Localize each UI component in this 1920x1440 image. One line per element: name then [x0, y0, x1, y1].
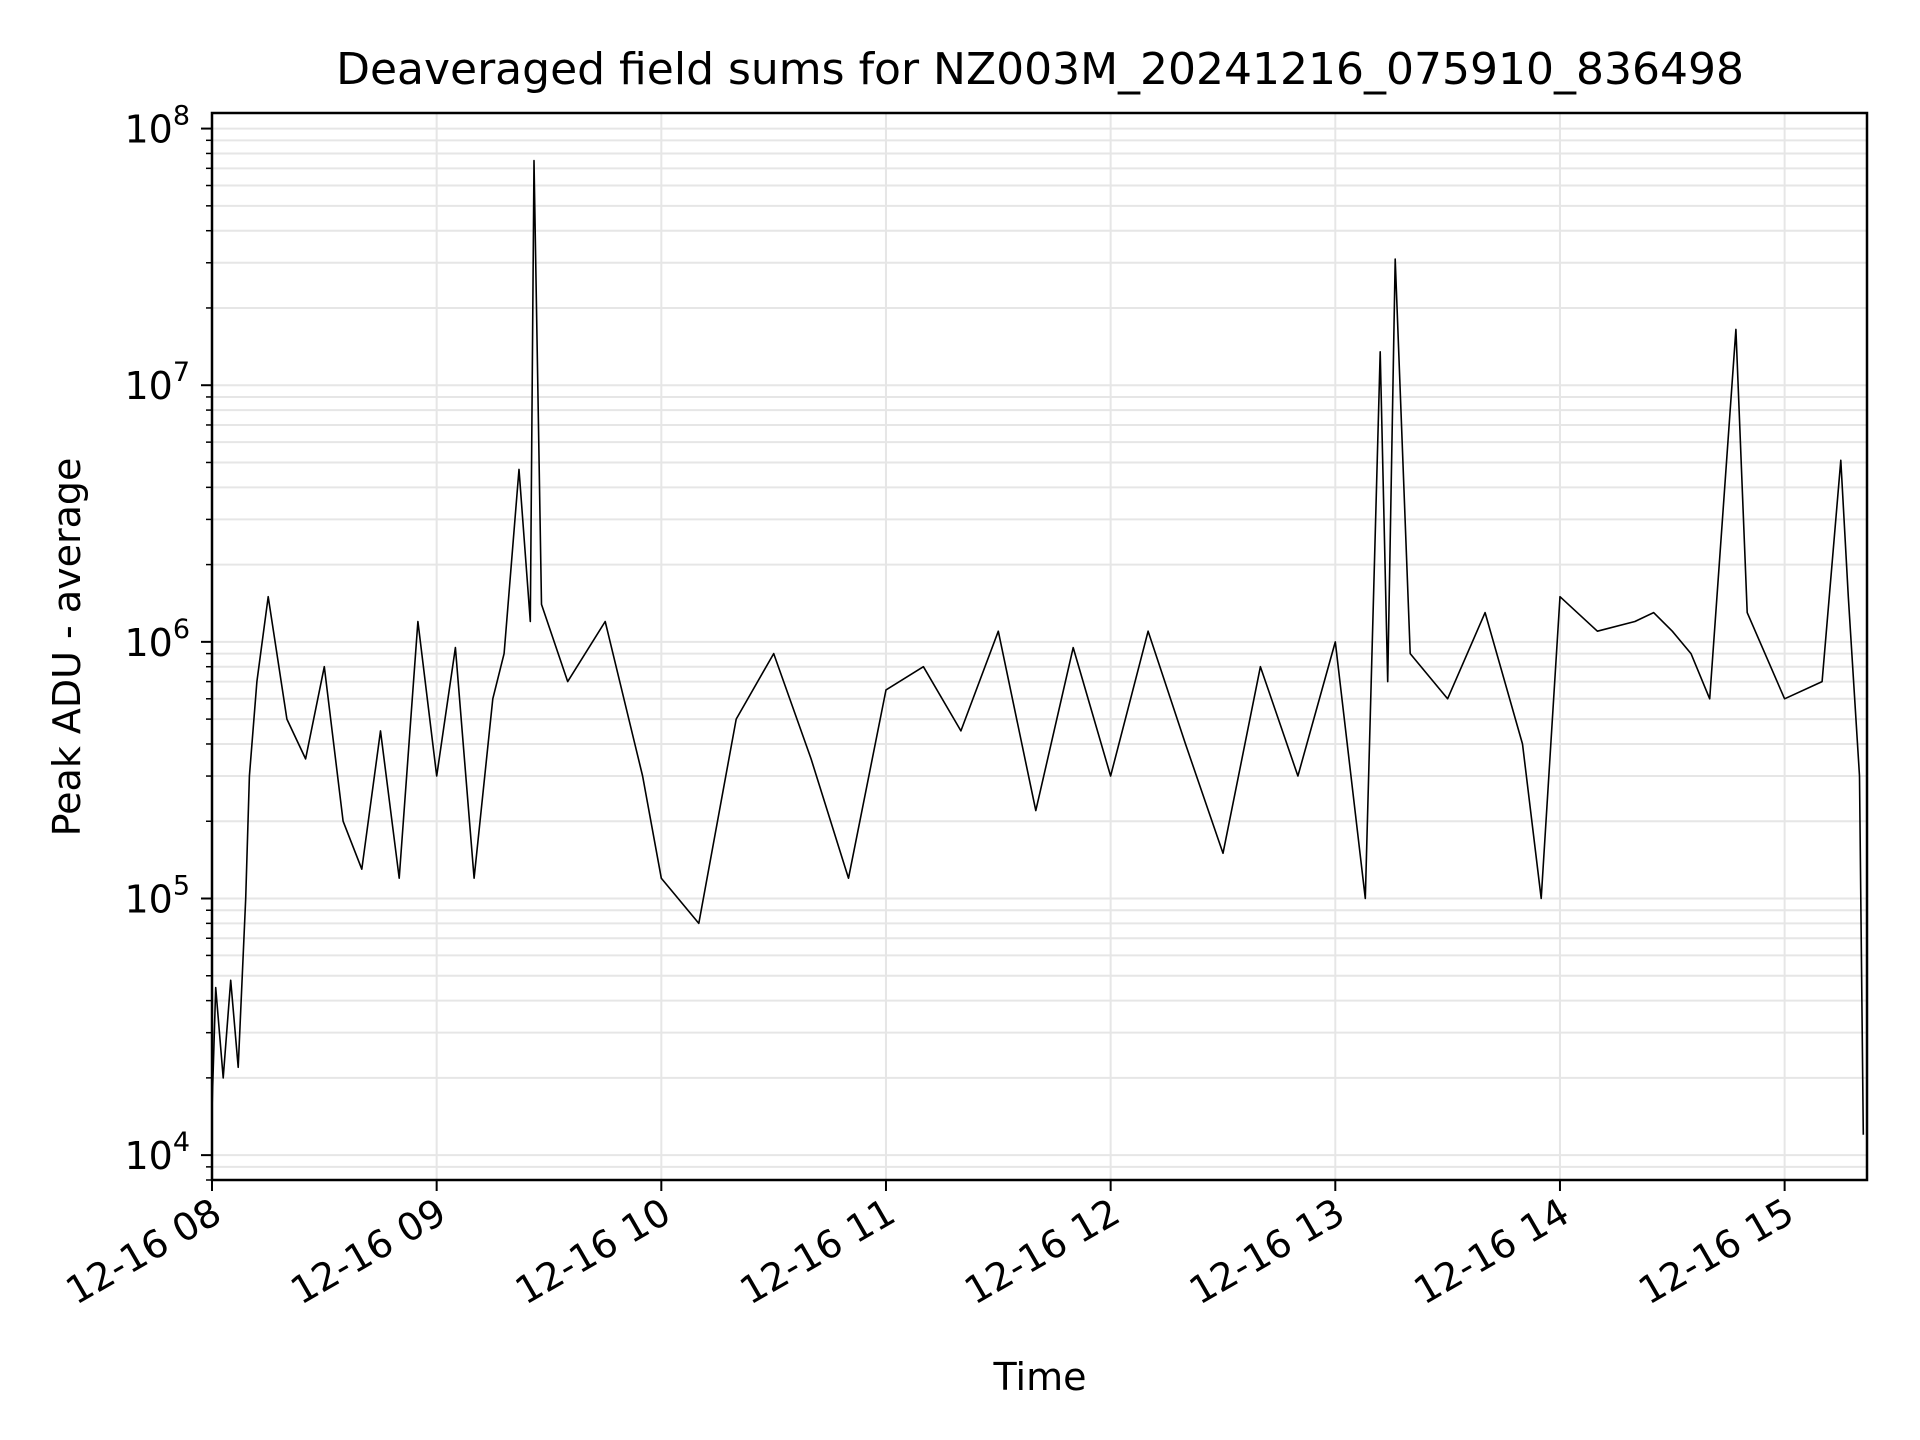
y-tick-label: 108	[124, 101, 190, 152]
y-axis-label: Peak ADU - average	[45, 458, 89, 837]
y-tick-label: 107	[124, 357, 190, 408]
y-axis: 104 105 106 107 108	[124, 101, 212, 1181]
series-line	[211, 159, 1865, 1135]
plot-frame	[210, 111, 1869, 1182]
y-tick-label: 105	[124, 870, 190, 921]
y-tick-label: 106	[124, 614, 190, 665]
grid	[211, 113, 1867, 1181]
series-layer	[211, 159, 1865, 1135]
y-tick-label: 104	[124, 1127, 190, 1178]
x-axis-label: Time	[993, 1355, 1087, 1399]
chart-title: Deaveraged field sums for NZ003M_2024121…	[336, 44, 1744, 95]
